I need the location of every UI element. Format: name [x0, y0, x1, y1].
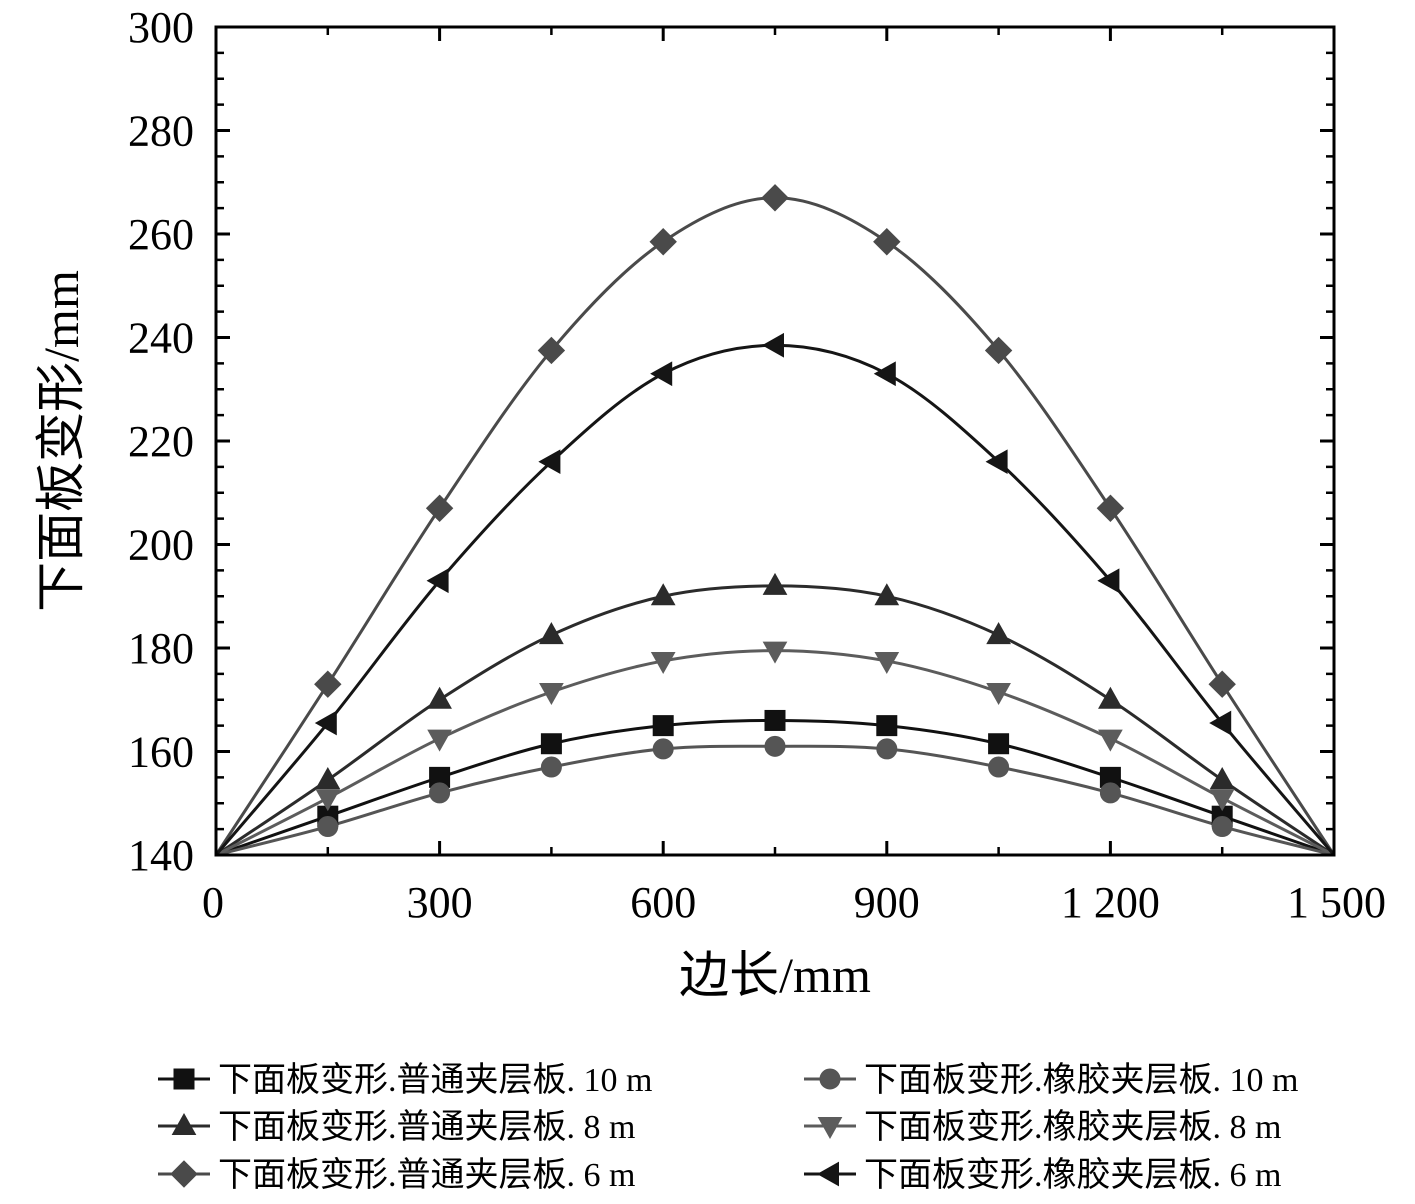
- legend-label: 下面板变形.普通夹层板. 10 m: [218, 1061, 652, 1099]
- legend-label: 下面板变形.普通夹层板. 8 m: [218, 1108, 635, 1146]
- data-point-4: [762, 641, 788, 664]
- data-point-2: [1099, 782, 1121, 804]
- data-point-2: [317, 816, 339, 838]
- x-tick-label: 900: [854, 878, 920, 927]
- data-point-5: [537, 336, 566, 365]
- y-tick-label: 260: [128, 210, 194, 259]
- data-point-1: [652, 715, 674, 737]
- data-point-3: [539, 622, 564, 645]
- legend-item: 下面板变形.橡胶夹层板. 6 m: [804, 1156, 1281, 1194]
- y-tick-label: 240: [128, 314, 194, 363]
- data-point-1: [988, 733, 1010, 755]
- data-point-6: [1097, 568, 1120, 594]
- data-point-2: [540, 756, 562, 778]
- data-point-6: [1209, 710, 1232, 736]
- data-point-4: [539, 682, 564, 706]
- data-point-5: [1208, 670, 1236, 698]
- legend-item: 下面板变形.普通夹层板. 6 m: [158, 1156, 635, 1194]
- data-point-3: [427, 686, 452, 709]
- x-tick-labels: 0 300 600 900 1 200 1 500: [202, 878, 1386, 927]
- legend-item: 下面板变形.普通夹层板. 8 m: [158, 1108, 635, 1146]
- data-point-3: [986, 622, 1011, 645]
- legend-item: 下面板变形.橡胶夹层板. 10 m: [804, 1061, 1298, 1099]
- data-point-6: [426, 568, 449, 594]
- y-tick-label: 180: [128, 624, 194, 673]
- y-axis-title: 下面板变形/mm: [33, 270, 89, 612]
- legend-item: 下面板变形.普通夹层板. 10 m: [158, 1061, 652, 1099]
- series-markers: [314, 184, 1236, 838]
- data-point-1: [764, 709, 786, 731]
- data-point-4: [1209, 789, 1235, 812]
- data-point-6: [761, 332, 784, 358]
- data-point-6: [873, 361, 896, 387]
- legend-swatch-marker: [819, 1068, 841, 1090]
- data-point-1: [876, 715, 898, 737]
- data-point-4: [427, 729, 452, 752]
- y-tick-label: 220: [128, 417, 194, 466]
- x-tick-label: 300: [407, 878, 473, 927]
- legend-swatch-marker: [173, 1068, 195, 1090]
- data-point-5: [984, 336, 1013, 365]
- data-point-6: [538, 449, 561, 475]
- x-tick-label: 0: [202, 878, 224, 927]
- legend-label: 下面板变形.橡胶夹层板. 10 m: [864, 1061, 1298, 1099]
- data-point-6: [650, 361, 673, 387]
- legend-label: 下面板变形.橡胶夹层板. 8 m: [864, 1108, 1281, 1146]
- series-line-2: [215, 744, 1335, 857]
- legend: 下面板变形.普通夹层板. 10 m 下面板变形.橡胶夹层板. 10 m 下面板变形.…: [158, 1061, 1298, 1194]
- y-tick-label: 280: [128, 107, 194, 156]
- y-tick-labels: 140 160 180 200 220 240 260 280 300: [128, 3, 194, 880]
- data-point-5: [314, 670, 342, 698]
- data-point-5: [649, 228, 677, 256]
- legend-swatch-marker: [170, 1160, 198, 1188]
- data-point-4: [315, 789, 341, 812]
- legend-item: 下面板变形.橡胶夹层板. 8 m: [804, 1108, 1281, 1146]
- x-axis-title: 边长/mm: [679, 947, 871, 1003]
- data-point-3: [1209, 766, 1235, 789]
- data-point-3: [315, 766, 341, 789]
- y-tick-label: 200: [128, 521, 194, 570]
- data-point-2: [652, 738, 674, 760]
- data-point-3: [762, 572, 788, 595]
- legend-swatch-marker: [817, 1117, 843, 1140]
- data-point-3: [1098, 686, 1123, 709]
- x-tick-label: 600: [630, 878, 696, 927]
- data-point-4: [986, 682, 1011, 706]
- legend-label: 下面板变形.橡胶夹层板. 6 m: [864, 1156, 1281, 1194]
- data-point-2: [764, 735, 786, 757]
- data-point-5: [873, 228, 901, 256]
- x-tick-label: 1 500: [1287, 878, 1386, 927]
- series-line-6: [214, 343, 1336, 856]
- y-tick-label: 300: [128, 3, 194, 52]
- data-point-5: [1096, 494, 1125, 522]
- data-point-3: [650, 583, 676, 606]
- data-point-2: [1211, 816, 1233, 838]
- data-point-2: [429, 782, 451, 804]
- data-point-4: [1098, 729, 1123, 752]
- data-point-5: [425, 494, 454, 522]
- y-tick-label: 140: [128, 831, 194, 880]
- legend-swatch-marker: [171, 1112, 197, 1135]
- data-point-5: [761, 184, 789, 212]
- data-point-1: [540, 733, 562, 755]
- data-point-4: [650, 651, 676, 674]
- legend-label: 下面板变形.普通夹层板. 6 m: [218, 1156, 635, 1194]
- data-point-3: [874, 583, 900, 606]
- data-point-4: [874, 651, 900, 674]
- data-point-6: [314, 710, 337, 736]
- y-tick-label: 160: [128, 728, 194, 777]
- legend-swatch-marker: [816, 1161, 839, 1187]
- data-point-2: [988, 756, 1010, 778]
- x-tick-label: 1 200: [1061, 878, 1160, 927]
- data-point-6: [985, 449, 1008, 475]
- data-point-2: [876, 738, 898, 760]
- plot-frame: [214, 25, 1336, 857]
